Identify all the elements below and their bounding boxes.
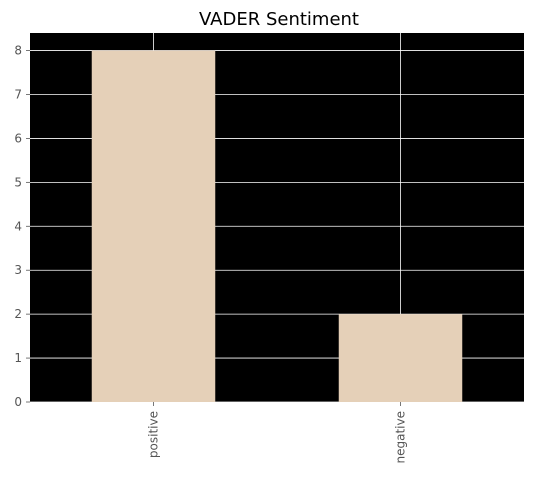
bar-positive — [91, 50, 216, 402]
y-tick-label: 5 — [14, 175, 22, 189]
y-tick-label: 0 — [14, 395, 22, 409]
x-tick-label: positive — [147, 411, 161, 458]
y-tick-label: 7 — [14, 88, 22, 102]
y-tick-label: 4 — [14, 219, 22, 233]
y-tick-label: 8 — [14, 44, 22, 58]
y-tick-label: 1 — [14, 351, 22, 365]
y-tick-label: 2 — [14, 307, 22, 321]
bar-negative — [338, 314, 463, 402]
chart-title: VADER Sentiment — [199, 9, 359, 30]
x-axis-ticks: positive negative — [147, 402, 408, 463]
y-tick-label: 6 — [14, 131, 22, 145]
y-tick-label: 3 — [14, 263, 22, 277]
y-axis-ticks: 0 1 2 3 4 5 6 7 8 — [14, 44, 30, 409]
x-tick-label: negative — [394, 411, 408, 463]
bars — [91, 50, 463, 402]
